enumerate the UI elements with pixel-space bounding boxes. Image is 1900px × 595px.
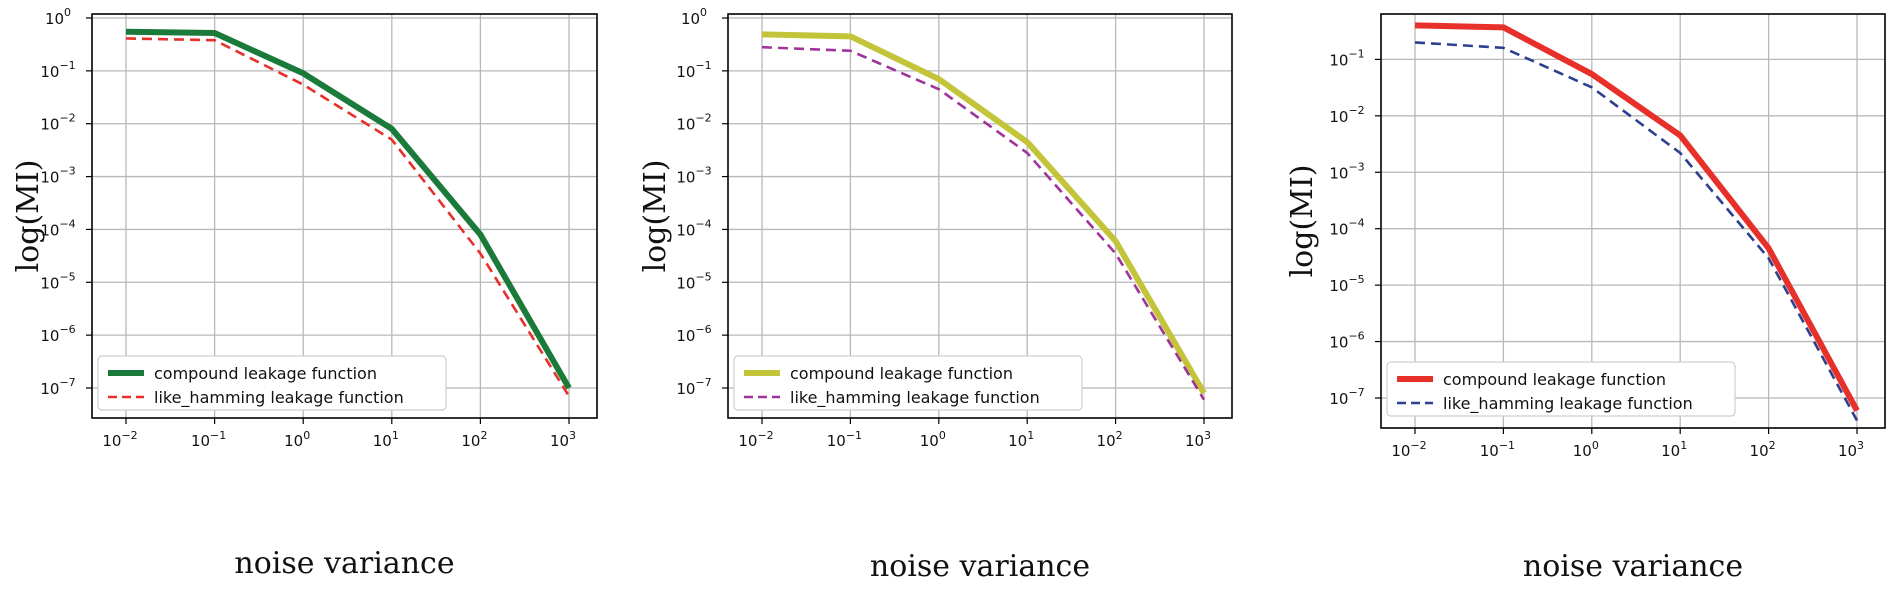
y-tick-label: 10−5 [676,270,711,292]
x-tick-label: 102 [461,429,487,450]
legend-label: compound leakage function [790,364,1013,383]
y-tick-label: 10−5 [40,270,75,292]
chart-panel-2: 10−2 10−1 100 101 102 103 100 10−1 10−2 10−3 10−4 1… [638,6,1233,584]
y-tick-label: 10−2 [676,112,711,134]
chart-panel-1: 10−2 10−1 100 101 102 103 100 10−1 10−2 10−3 10−4 1… [11,6,598,581]
x-tick-label: 10−1 [827,429,862,450]
y-tick-label: 10−2 [1329,104,1364,126]
plot-frame [1380,13,1886,429]
x-tick-label: 10−1 [1480,439,1515,460]
x-axis-label: noise variance [1523,549,1743,584]
x-axis-label: noise variance [234,546,454,581]
y-tick-label: 10−3 [676,165,711,187]
legend-box [1386,361,1736,417]
series-line-compound [1414,22,1860,412]
x-tick-label: 100 [1573,439,1599,460]
y-tick-label: 100 [45,6,71,28]
x-tick-label: 103 [1838,439,1864,460]
x-axis-label: noise variance [870,549,1090,584]
x-tick-label: 10−2 [738,429,773,450]
x-tick-label: 10−2 [102,429,137,450]
y-tick-label: 10−6 [40,323,75,345]
y-tick-label: 10−7 [1329,386,1364,408]
x-tick-label: 103 [550,429,576,450]
y-tick-label: 10−4 [676,217,711,239]
series-line-like-hamming [125,37,571,397]
legend-box [97,355,447,411]
y-tick-label: 10−1 [1329,47,1364,69]
x-tick-label: 101 [1008,429,1034,450]
y-axis-label: log(MI) [638,160,673,273]
plot-frame [91,13,598,419]
y-tick-label: 10−1 [40,59,75,81]
series-line-compound [125,28,572,390]
series-line-like-hamming [1414,41,1859,422]
y-tick-label: 10−4 [40,217,75,239]
x-tick-label: 10−2 [1391,439,1426,460]
x-tick-label: 101 [373,429,399,450]
y-tick-label: 10−7 [676,376,711,398]
x-tick-label: 100 [920,429,946,450]
y-tick-label: 10−1 [676,59,711,81]
legend: compound leakage function like_hamming le… [1386,361,1736,417]
x-tick-label: 10−1 [191,429,226,450]
y-tick-label: 10−5 [1329,273,1364,295]
chart-panel-3: 10−2 10−1 100 101 102 103 10−1 10−2 10−3 10−4 10−5… [1285,13,1886,584]
y-tick-label: 10−6 [1329,330,1364,352]
legend-label: like_hamming leakage function [1443,394,1693,414]
y-tick-label: 10−3 [1329,160,1364,182]
y-tick-label: 100 [681,6,707,28]
x-tick-label: 102 [1097,429,1123,450]
y-tick-label: 10−3 [40,165,75,187]
y-axis-label: log(MI) [11,160,46,273]
legend-box [733,355,1083,411]
y-axis-label: log(MI) [1285,165,1320,278]
series-line-like-hamming [761,45,1206,401]
y-tick-label: 10−2 [40,112,75,134]
y-tick-label: 10−7 [40,376,75,398]
legend-label: like_hamming leakage function [154,388,404,408]
y-tick-label: 10−4 [1329,217,1364,239]
y-tick-label: 10−6 [676,323,711,345]
series-line-compound [761,31,1207,395]
x-tick-label: 103 [1185,429,1211,450]
plot-frame [727,13,1233,419]
x-tick-label: 101 [1661,439,1687,460]
legend: compound leakage function like_hamming le… [97,355,447,411]
x-tick-label: 102 [1750,439,1776,460]
legend-label: like_hamming leakage function [790,388,1040,408]
legend-label: compound leakage function [154,364,377,383]
legend-label: compound leakage function [1443,370,1666,389]
legend: compound leakage function like_hamming le… [733,355,1083,411]
x-tick-label: 100 [284,429,310,450]
